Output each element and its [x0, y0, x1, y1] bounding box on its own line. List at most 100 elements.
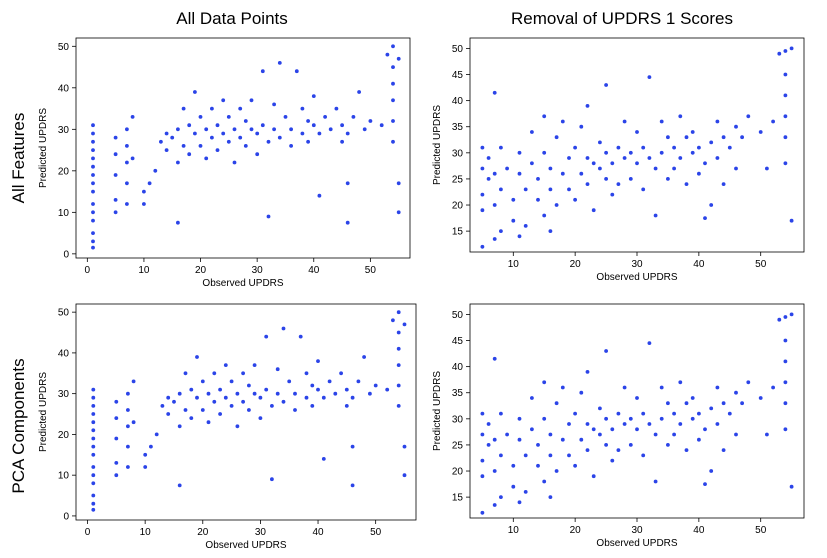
data-point: [635, 161, 639, 166]
x-tick-label: 10: [508, 259, 520, 270]
data-point: [91, 202, 95, 206]
data-point: [277, 61, 282, 65]
data-point: [356, 379, 361, 384]
data-point: [499, 145, 503, 150]
data-point: [783, 49, 788, 53]
data-point: [373, 383, 378, 388]
data-point: [536, 443, 540, 447]
plot-frame: [469, 303, 805, 519]
data-point: [715, 156, 720, 160]
scatter-panel-all-features-all-data: 0 10 20 30 40 50 0 10 20 30 40 50 Observed UPDRS Pred…: [38, 37, 411, 289]
x-tick-label: 10: [508, 525, 520, 536]
data-point: [585, 448, 590, 452]
data-point: [287, 379, 292, 384]
data-point: [289, 144, 293, 148]
data-point: [610, 458, 615, 463]
data-point: [113, 135, 118, 140]
data-point: [198, 144, 203, 148]
data-point: [783, 338, 788, 343]
data-point: [402, 444, 407, 449]
data-point: [91, 189, 95, 194]
data-point: [659, 416, 664, 421]
data-point: [91, 231, 95, 236]
data-point: [113, 173, 118, 177]
data-point: [480, 411, 485, 416]
data-point: [317, 193, 322, 198]
data-point: [154, 432, 159, 437]
data-point: [126, 408, 130, 412]
data-point: [195, 355, 199, 359]
data-point: [91, 164, 95, 169]
data-point: [350, 483, 355, 488]
data-point: [391, 44, 395, 49]
data-point: [91, 148, 95, 153]
data-point: [91, 395, 96, 400]
data-point: [542, 213, 547, 218]
data-point: [542, 114, 547, 119]
x-tick-label: 20: [570, 525, 582, 536]
data-point: [114, 473, 119, 478]
data-point: [91, 123, 95, 128]
data-point: [206, 391, 211, 396]
data-point: [281, 326, 286, 331]
data-point: [266, 139, 271, 144]
plot-frame: [469, 37, 805, 253]
data-point: [783, 135, 788, 140]
data-point: [379, 123, 384, 128]
data-point: [339, 371, 343, 376]
y-tick-label: 10: [58, 471, 70, 482]
data-point: [777, 51, 782, 56]
data-point: [204, 127, 209, 132]
data-point: [113, 152, 118, 157]
data-point: [635, 427, 639, 432]
data-point: [125, 127, 129, 132]
x-tick-label: 50: [755, 525, 767, 536]
data-point: [91, 481, 96, 486]
data-point: [193, 131, 197, 136]
data-point: [721, 182, 726, 187]
data-point: [697, 171, 701, 176]
data-point: [258, 416, 263, 420]
data-point: [783, 161, 788, 166]
data-point: [300, 106, 305, 111]
data-point: [321, 457, 326, 461]
data-point: [226, 115, 231, 119]
data-point: [114, 461, 119, 465]
data-point: [523, 224, 528, 228]
data-point: [684, 135, 689, 140]
data-point: [499, 411, 503, 416]
row-label-all-features: All Features: [9, 113, 28, 204]
data-point: [598, 432, 602, 437]
data-point: [272, 127, 276, 132]
data-point: [125, 144, 129, 148]
y-tick-label: 40: [58, 83, 70, 94]
y-tick-label: 25: [452, 440, 464, 451]
y-tick-label: 0: [63, 511, 69, 522]
data-point: [492, 503, 497, 507]
data-point: [517, 500, 522, 505]
data-point: [622, 156, 627, 160]
data-point: [402, 473, 407, 478]
data-point: [672, 145, 676, 150]
data-point: [143, 452, 148, 457]
data-point: [715, 119, 720, 124]
data-point: [210, 106, 214, 111]
data-point: [91, 387, 96, 392]
data-point: [142, 189, 146, 194]
data-point: [238, 135, 243, 140]
data-point: [91, 131, 95, 136]
data-point: [235, 391, 240, 396]
data-point: [226, 139, 231, 144]
data-point: [542, 416, 547, 421]
data-point: [579, 124, 584, 129]
data-point: [177, 391, 182, 396]
data-point: [573, 411, 577, 416]
data-point: [585, 104, 590, 108]
data-point: [266, 214, 271, 219]
data-point: [147, 181, 152, 186]
data-point: [536, 197, 540, 202]
data-point: [678, 422, 683, 426]
data-point: [789, 218, 794, 223]
data-point: [91, 239, 95, 244]
data-point: [511, 218, 516, 223]
